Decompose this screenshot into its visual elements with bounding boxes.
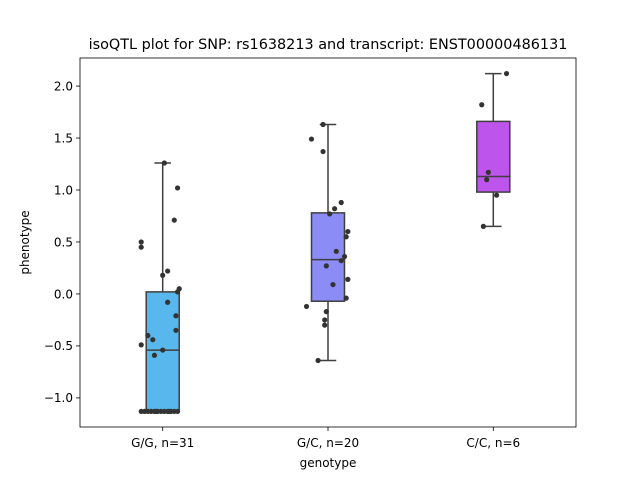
data-point xyxy=(161,160,167,166)
y-tick-label: −0.5 xyxy=(44,339,73,353)
y-tick-label: 1.5 xyxy=(54,131,73,145)
data-point xyxy=(485,169,491,175)
data-point xyxy=(323,263,329,269)
data-point xyxy=(330,281,336,288)
data-point xyxy=(173,327,179,333)
data-point xyxy=(320,121,326,128)
data-point xyxy=(338,258,344,264)
chart-title: isoQTL plot for SNP: rs1638213 and trans… xyxy=(89,37,568,53)
data-point xyxy=(320,148,326,155)
data-point xyxy=(171,217,177,223)
data-point xyxy=(315,357,321,364)
data-point xyxy=(308,136,315,142)
x-tick-label: C/C, n=6 xyxy=(466,436,520,450)
data-point xyxy=(153,408,159,415)
x-axis: G/G, n=31 G/C, n=20 C/C, n=6 xyxy=(131,427,520,450)
data-point xyxy=(494,192,500,198)
data-point xyxy=(343,295,349,301)
data-point xyxy=(166,408,172,415)
box-body xyxy=(476,120,511,193)
data-point xyxy=(160,347,166,353)
data-point xyxy=(138,239,144,245)
data-point xyxy=(165,299,171,305)
data-point xyxy=(480,223,486,229)
data-point xyxy=(327,211,333,217)
data-point xyxy=(322,322,328,328)
y-tick-label: 2.0 xyxy=(54,79,73,93)
data-point xyxy=(341,253,348,260)
data-point xyxy=(174,408,181,415)
data-point xyxy=(160,272,166,278)
box-body xyxy=(310,212,346,302)
data-point xyxy=(338,199,344,206)
y-tick-label: 0.0 xyxy=(54,287,73,301)
data-point xyxy=(322,317,328,323)
data-point xyxy=(145,332,151,339)
y-axis-label: phenotype xyxy=(18,210,32,274)
data-point xyxy=(345,276,351,282)
y-tick-label: 1.0 xyxy=(54,183,73,197)
data-point xyxy=(484,177,490,183)
data-point xyxy=(345,228,351,235)
data-point xyxy=(151,352,158,358)
x-tick-label: G/G, n=31 xyxy=(131,436,194,450)
data-point xyxy=(332,206,338,212)
data-point xyxy=(138,244,144,250)
data-point xyxy=(503,70,510,77)
plot-area xyxy=(138,70,511,415)
box-3 xyxy=(476,72,511,228)
data-point xyxy=(150,337,156,343)
y-tick-label: −1.0 xyxy=(44,391,73,405)
data-point xyxy=(174,289,181,295)
x-axis-label: genotype xyxy=(300,456,357,470)
y-axis: −1.0 −0.5 0.0 0.5 1.0 1.5 2.0 xyxy=(44,79,80,405)
data-point xyxy=(138,342,144,348)
strip-points xyxy=(138,70,510,415)
data-point xyxy=(333,248,339,254)
y-tick-label: 0.5 xyxy=(54,235,73,249)
data-point xyxy=(173,313,179,319)
data-point xyxy=(343,234,349,240)
data-point xyxy=(323,309,329,315)
data-point xyxy=(303,303,310,310)
data-point xyxy=(174,185,181,191)
data-point xyxy=(165,268,171,274)
data-point xyxy=(479,102,485,108)
x-tick-label: G/C, n=20 xyxy=(297,436,359,450)
